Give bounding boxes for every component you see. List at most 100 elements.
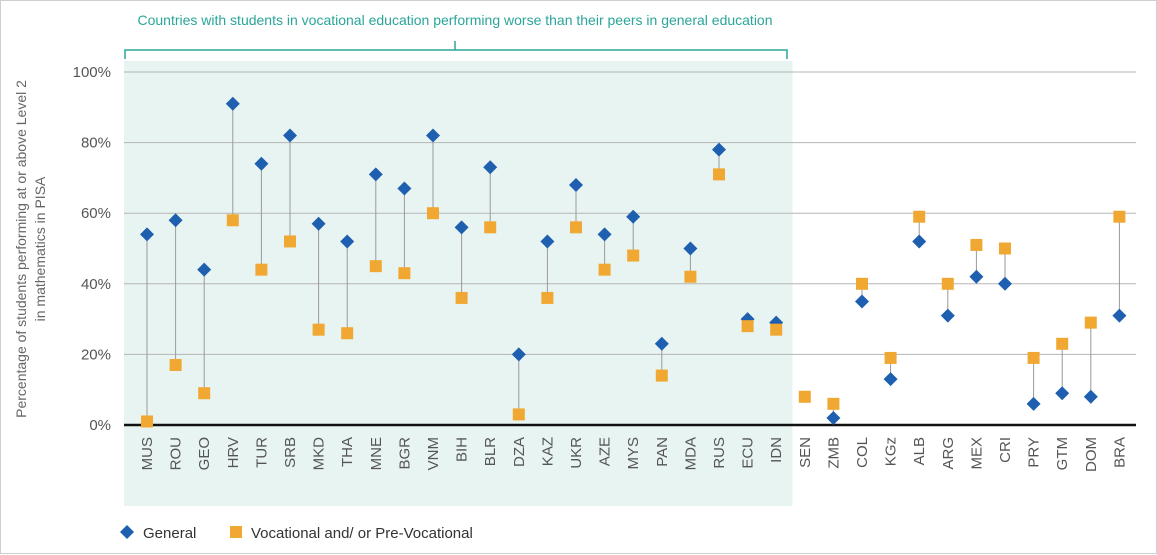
general-point [712, 142, 726, 157]
vocational-point [856, 277, 868, 290]
vocational-point [741, 320, 754, 333]
legend-general-marker [120, 525, 134, 539]
x-tick-label: MYS [625, 437, 642, 470]
general-point [454, 220, 469, 235]
general-point [940, 308, 955, 323]
general-point [368, 167, 383, 182]
general-point [197, 262, 212, 277]
x-tick-label: DZA [511, 437, 528, 467]
y-tick-label: 0% [89, 417, 111, 434]
vocational-point [884, 351, 897, 364]
y-axis-label-line-2: in mathematics in PISA [32, 176, 48, 321]
x-tick-label: ECU [740, 437, 757, 469]
vocational-point [312, 323, 325, 336]
x-tick-label: ROU [168, 437, 185, 470]
y-tick-label: 60% [81, 205, 111, 222]
gridlines [124, 71, 1136, 427]
legend-vocational-label: Vocational and/ or Pre-Vocational [251, 525, 473, 542]
general-point [1055, 386, 1070, 401]
vocational-point [798, 390, 811, 403]
x-tick-label: PRY [1026, 437, 1043, 468]
vocational-point [713, 168, 725, 181]
general-point [254, 156, 269, 171]
x-tick-label: BLR [482, 437, 499, 466]
general-point [1112, 308, 1127, 323]
general-point [511, 347, 526, 362]
x-tick-label: BGR [396, 437, 413, 470]
vocational-point [455, 291, 468, 304]
x-tick-label: IDN [768, 437, 785, 463]
general-point [426, 128, 440, 143]
vocational-point [341, 327, 354, 340]
general-point [855, 294, 869, 309]
vocational-point [398, 267, 411, 280]
vocational-point [999, 242, 1011, 255]
vocational-point [484, 221, 497, 234]
general-point [826, 410, 841, 425]
vocational-point [913, 210, 926, 223]
x-tick-label: KGz [883, 437, 900, 466]
general-point [626, 209, 641, 224]
y-tick-label: 40% [81, 276, 111, 293]
x-tick-label: THA [339, 437, 356, 467]
y-tick-label: 80% [81, 135, 111, 152]
general-point [283, 128, 297, 143]
vocational-point [684, 270, 697, 283]
vocational-point [770, 323, 783, 336]
y-tick-label: 100% [73, 64, 111, 81]
vocational-point [198, 387, 211, 400]
general-point [1026, 396, 1041, 411]
series-vocational [141, 168, 1126, 428]
vocational-point [1056, 337, 1069, 350]
vocational-point [570, 221, 582, 234]
general-point [683, 241, 698, 256]
general-point [912, 234, 927, 249]
vocational-point [1027, 351, 1040, 364]
vocational-point [226, 214, 239, 227]
legend-general-label: General [143, 525, 196, 542]
general-point [883, 372, 898, 387]
x-tick-label: HRV [225, 437, 242, 468]
x-tick-label: ARG [940, 437, 957, 470]
highlight-bracket [124, 41, 788, 59]
x-tick-label: MKD [311, 437, 328, 471]
vocational-point [512, 408, 525, 421]
x-tick-label: MEX [968, 437, 985, 470]
general-point [597, 227, 612, 242]
x-tick-label: GTM [1054, 437, 1071, 470]
vocational-point [655, 369, 668, 382]
x-tick-label: UKR [568, 437, 585, 469]
x-tick-label: RUS [711, 437, 728, 469]
general-point [654, 336, 669, 351]
general-point [540, 234, 555, 249]
general-point [969, 269, 984, 284]
highlight-annotation: Countries with students in vocational ed… [137, 12, 772, 28]
y-axis-label-line-1: Percentage of students performing at or … [13, 80, 29, 418]
vocational-point [284, 235, 296, 248]
general-point [225, 96, 240, 111]
vocational-point [827, 397, 840, 410]
vocational-point [1084, 316, 1097, 329]
x-tick-label: ALB [911, 437, 928, 465]
vocational-point [970, 238, 983, 251]
x-tick-label: AZE [597, 437, 614, 466]
vocational-point [598, 263, 611, 276]
x-tick-label: CRI [997, 437, 1014, 463]
vocational-point [627, 249, 640, 262]
x-tick-label: MDA [682, 437, 699, 470]
x-tick-label: PAN [654, 437, 671, 467]
general-point [483, 160, 498, 175]
vocational-point [1113, 210, 1126, 223]
general-point [311, 216, 326, 231]
bracket-path [124, 41, 788, 59]
vocational-point [255, 263, 268, 276]
general-point [340, 234, 355, 249]
y-tick-label: 20% [81, 346, 111, 363]
x-axis-ticks: MUS ROU GEO HRV TUR SRB MKD THA MNE BGR VNM BIH BLR D… [139, 437, 1128, 472]
x-tick-label: KAZ [539, 437, 556, 466]
vocational-point [369, 260, 382, 273]
general-point [168, 213, 183, 228]
general-point [140, 227, 154, 242]
general-point [397, 181, 412, 196]
